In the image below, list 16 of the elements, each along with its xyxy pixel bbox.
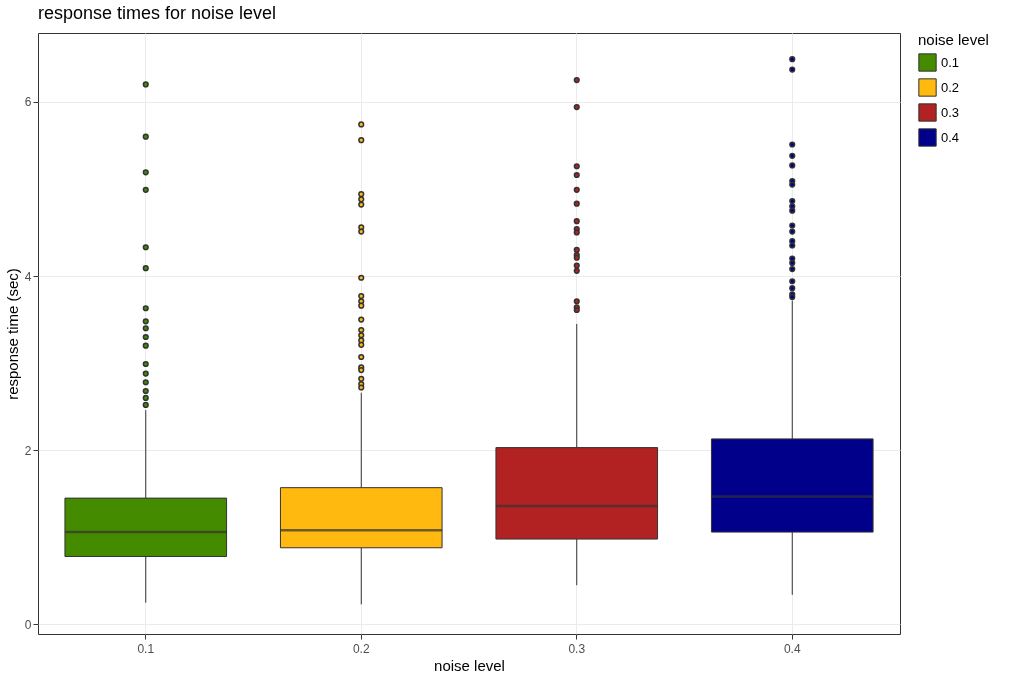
legend-label: 0.4 xyxy=(941,129,960,145)
x-tick-label: 0.4 xyxy=(783,641,801,656)
chart-title: response times for noise level xyxy=(38,3,277,23)
x-axis-title: noise level xyxy=(434,656,505,674)
legend-label: 0.1 xyxy=(941,54,960,70)
x-tick-label: 0.3 xyxy=(568,641,586,656)
legend-title: noise level xyxy=(918,31,989,48)
y-tick-label: 4 xyxy=(24,269,32,284)
y-axis-title: response time (sec) xyxy=(3,268,21,400)
y-tick-label: 6 xyxy=(24,95,32,110)
y-tick-label: 2 xyxy=(24,443,32,458)
legend-label: 0.3 xyxy=(941,104,960,120)
legend-label: 0.2 xyxy=(941,79,960,95)
x-tick-label: 0.2 xyxy=(352,641,370,656)
y-tick-label: 0 xyxy=(24,617,32,632)
x-tick-label: 0.1 xyxy=(137,641,155,656)
